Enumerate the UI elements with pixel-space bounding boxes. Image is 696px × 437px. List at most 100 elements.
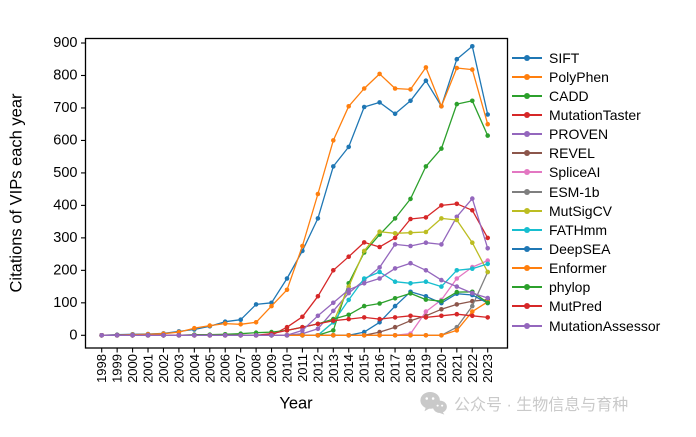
data-point bbox=[346, 104, 352, 109]
data-point bbox=[408, 333, 413, 338]
data-point bbox=[423, 65, 429, 70]
legend-label: PROVEN bbox=[549, 126, 609, 143]
data-point bbox=[284, 287, 290, 293]
legend-label: Enformer bbox=[549, 260, 607, 277]
legend-item-mutationassessor: MutationAssessor bbox=[512, 316, 660, 335]
plot-border bbox=[84, 37, 509, 349]
data-point bbox=[439, 216, 444, 221]
x-tick-label-2006: 2006 bbox=[218, 354, 233, 383]
data-point bbox=[485, 235, 491, 241]
data-point bbox=[439, 298, 444, 304]
data-point bbox=[377, 71, 382, 77]
data-point bbox=[470, 240, 475, 245]
data-point bbox=[485, 121, 491, 127]
data-point bbox=[423, 279, 429, 285]
x-axis: 1998 1999 2000 2001 2002 2003 2004 2005 2006 2007… bbox=[94, 348, 495, 383]
data-point bbox=[361, 240, 367, 245]
data-point bbox=[439, 333, 444, 338]
data-point bbox=[439, 242, 444, 247]
x-tick-label-2018: 2018 bbox=[403, 354, 418, 383]
data-point bbox=[470, 303, 475, 309]
watermark: 公众号 · 生物信息与育种 bbox=[420, 391, 628, 415]
data-point bbox=[392, 315, 398, 320]
y-axis: 900 800 700 600 500 400 300 200 100 0 bbox=[53, 35, 86, 343]
data-point bbox=[470, 290, 475, 296]
x-tick-label-2005: 2005 bbox=[202, 354, 217, 383]
x-tick-label-2023: 2023 bbox=[480, 354, 495, 383]
data-point bbox=[439, 313, 444, 319]
data-point bbox=[454, 56, 460, 62]
data-point bbox=[361, 276, 367, 281]
data-point bbox=[485, 258, 491, 263]
data-point bbox=[423, 215, 429, 220]
data-point bbox=[300, 324, 305, 330]
legend-label: SIFT bbox=[549, 49, 580, 66]
data-point bbox=[377, 320, 382, 325]
data-point bbox=[377, 265, 382, 270]
legend-label: PolyPhen bbox=[549, 68, 609, 85]
data-point bbox=[392, 266, 398, 271]
data-point bbox=[423, 78, 429, 83]
data-point bbox=[361, 333, 367, 338]
wechat-icon bbox=[420, 391, 447, 415]
x-tick-label-2020: 2020 bbox=[434, 354, 449, 383]
data-point bbox=[176, 329, 182, 335]
legend-item-fathmm: FATHmm bbox=[512, 220, 660, 239]
data-point bbox=[439, 277, 444, 283]
data-point bbox=[423, 229, 429, 235]
data-point bbox=[284, 328, 290, 333]
legend-item-spliceai: SpliceAI bbox=[512, 163, 660, 182]
data-point bbox=[423, 294, 429, 299]
data-point bbox=[300, 314, 305, 320]
legend-item-enformer: Enformer bbox=[512, 259, 660, 278]
x-tick-label-2022: 2022 bbox=[465, 354, 480, 383]
data-point bbox=[470, 266, 475, 272]
data-point bbox=[485, 315, 491, 320]
data-point bbox=[392, 216, 398, 221]
data-point bbox=[439, 104, 444, 109]
data-point bbox=[470, 313, 475, 319]
legend-line-marker-icon bbox=[512, 187, 542, 197]
data-point bbox=[392, 303, 398, 309]
data-point bbox=[470, 67, 475, 72]
data-point bbox=[315, 216, 321, 221]
data-point bbox=[454, 101, 460, 107]
data-point bbox=[485, 133, 491, 138]
series-line-enformer bbox=[101, 301, 489, 336]
legend-line-marker-icon bbox=[512, 91, 542, 101]
data-point bbox=[315, 294, 321, 299]
data-point bbox=[470, 208, 475, 213]
legend-line-marker-icon bbox=[512, 206, 542, 216]
legend-item-deepsea: DeepSEA bbox=[512, 239, 660, 258]
legend-label: MutSigCV bbox=[549, 202, 613, 219]
data-point bbox=[377, 269, 382, 275]
legend-label: ESM-1b bbox=[549, 183, 600, 200]
data-point bbox=[222, 321, 228, 326]
data-point bbox=[454, 201, 460, 207]
legend-item-esm-1b: ESM-1b bbox=[512, 182, 660, 201]
series-line-mutationassessor bbox=[101, 262, 488, 336]
legend-item-revel: REVEL bbox=[512, 144, 660, 163]
legend-item-mutsigcv: MutSigCV bbox=[512, 201, 660, 220]
data-point bbox=[331, 300, 336, 306]
series-mutationassessor bbox=[99, 260, 491, 338]
data-point bbox=[300, 333, 305, 338]
series-enformer bbox=[99, 299, 491, 338]
data-point bbox=[315, 326, 321, 332]
data-point bbox=[485, 300, 491, 306]
data-point bbox=[485, 295, 491, 301]
data-point bbox=[454, 65, 460, 71]
legend-label: phylop bbox=[549, 279, 591, 296]
data-point bbox=[361, 315, 367, 320]
y-tick-label: 500 bbox=[53, 165, 77, 181]
data-point bbox=[408, 313, 413, 319]
data-point bbox=[361, 329, 367, 335]
data-point bbox=[346, 144, 352, 150]
legend-label: REVEL bbox=[549, 145, 595, 162]
series-polyphen bbox=[99, 65, 491, 338]
data-point bbox=[392, 231, 398, 236]
legend-item-mutationtaster: MutationTaster bbox=[512, 105, 660, 124]
legend-line-marker-icon bbox=[512, 148, 542, 158]
data-point bbox=[470, 44, 475, 49]
data-point bbox=[300, 243, 305, 249]
